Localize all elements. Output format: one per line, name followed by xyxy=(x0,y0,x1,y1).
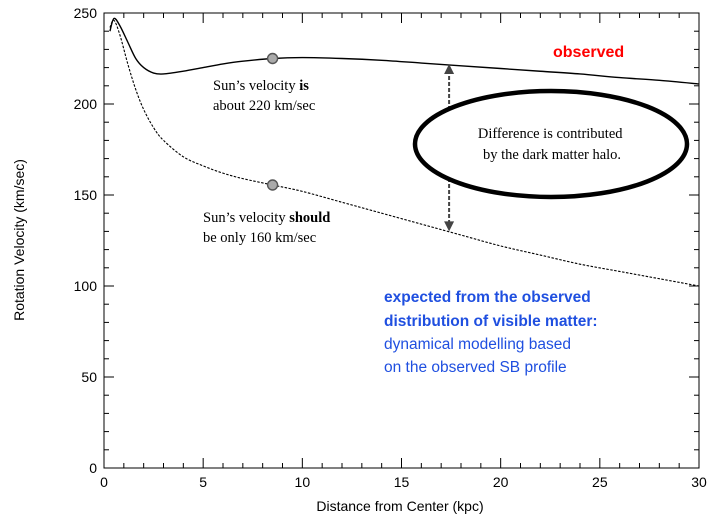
plot-frame xyxy=(103,12,700,469)
y-tick-label: 0 xyxy=(89,460,97,476)
y-tick-label: 100 xyxy=(74,278,98,294)
arrow-head-down xyxy=(444,221,455,232)
sun-velocity-should-note: Sun’s velocity should be only 160 km/sec xyxy=(203,210,334,246)
x-tick-label: 15 xyxy=(394,474,410,490)
sun-is-line2: about 220 km/sec xyxy=(213,98,315,114)
expected-line3: dynamical modelling based xyxy=(384,336,571,353)
x-tick-label: 10 xyxy=(295,474,311,490)
x-tick-label: 20 xyxy=(493,474,509,490)
difference-arrow xyxy=(444,63,455,232)
axis-ticks xyxy=(103,12,700,469)
sun-marker xyxy=(266,179,279,191)
observed-label: observed xyxy=(553,44,624,61)
sun-is-line1-bold: is xyxy=(299,78,309,94)
sun-should-line1-pre: Sun’s velocity xyxy=(203,210,289,226)
x-tick-label: 25 xyxy=(592,474,608,490)
y-axis-title: Rotation Velocity (km/sec) xyxy=(11,159,27,321)
sun-is-line1-pre: Sun’s velocity xyxy=(213,78,299,94)
y-tick-label: 50 xyxy=(81,369,97,385)
x-tick-label: 5 xyxy=(199,474,207,490)
sun-should-line2: be only 160 km/sec xyxy=(203,230,316,246)
expected-line4: on the observed SB profile xyxy=(384,359,567,376)
halo-ellipse xyxy=(412,88,690,200)
y-tick-label: 250 xyxy=(74,5,98,21)
sun-velocity-is-note: Sun’s velocity is about 220 km/sec xyxy=(213,78,315,114)
y-tick-label: 150 xyxy=(74,187,98,203)
x-tick-label: 0 xyxy=(100,474,108,490)
halo-line2: by the dark matter halo. xyxy=(483,147,621,163)
arrow-head-up xyxy=(444,63,455,74)
y-tick-label: 200 xyxy=(74,96,98,112)
expected-label: expected from the observed distribution … xyxy=(384,289,602,376)
expected-line2: distribution of visible matter: xyxy=(384,313,598,330)
sun-marker xyxy=(266,52,279,65)
halo-line1: Difference is contributed xyxy=(478,126,623,142)
tick-labels: 0 5 10 15 20 25 30 0 50 100 150 200 250 xyxy=(74,5,707,490)
expected-line1: expected from the observed xyxy=(384,289,591,306)
sun-should-line1-bold: should xyxy=(289,210,330,226)
x-axis-title: Distance from Center (kpc) xyxy=(316,498,483,514)
sun-markers xyxy=(266,52,279,191)
halo-note: Difference is contributed by the dark ma… xyxy=(478,126,626,163)
x-tick-label: 30 xyxy=(691,474,707,490)
observed-curve xyxy=(109,17,700,85)
